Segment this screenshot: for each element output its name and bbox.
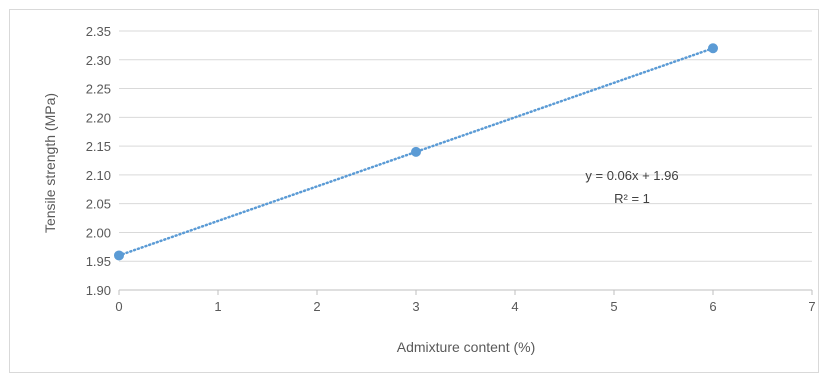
y-tick-label: 2.25 xyxy=(86,82,111,97)
axes xyxy=(118,289,813,295)
y-tick-labels: 1.90 1.95 2.00 2.05 2.10 2.15 2.20 2.25 2.30 2.35 xyxy=(86,24,111,298)
data-point xyxy=(708,43,718,54)
trendline xyxy=(117,47,715,257)
x-tick-label: 2 xyxy=(313,299,320,314)
x-tick-label: 7 xyxy=(808,299,815,314)
x-tick-labels: 0 1 2 3 4 5 6 7 xyxy=(115,299,815,314)
x-tick-label: 1 xyxy=(214,299,221,314)
y-tick-label: 2.00 xyxy=(86,225,111,240)
y-tick-label: 2.10 xyxy=(86,168,111,183)
x-tick-label: 0 xyxy=(115,299,122,314)
y-tick-label: 2.05 xyxy=(86,197,111,212)
x-tick-label: 6 xyxy=(709,299,716,314)
trendline-equation: y = 0.06x + 1.96 xyxy=(585,168,678,183)
data-point xyxy=(411,146,421,157)
y-axis-title: Tensile strength (MPa) xyxy=(42,93,58,233)
y-tick-label: 2.35 xyxy=(86,24,111,39)
data-points xyxy=(114,43,718,261)
y-tick-label: 1.90 xyxy=(86,283,111,298)
y-tick-label: 2.20 xyxy=(86,110,111,125)
x-tick-label: 5 xyxy=(610,299,617,314)
y-tick-label: 1.95 xyxy=(86,254,111,269)
y-tick-label: 2.15 xyxy=(86,139,111,154)
x-axis-title: Admixture content (%) xyxy=(397,339,536,355)
x-tick-label: 4 xyxy=(511,299,518,314)
chart-frame xyxy=(9,9,819,373)
r-squared-label: R² = 1 xyxy=(614,191,650,206)
trendline-layer xyxy=(117,47,715,257)
gridlines xyxy=(119,30,812,262)
y-tick-label: 2.30 xyxy=(86,53,111,68)
data-point xyxy=(114,250,124,261)
x-tick-label: 3 xyxy=(412,299,419,314)
